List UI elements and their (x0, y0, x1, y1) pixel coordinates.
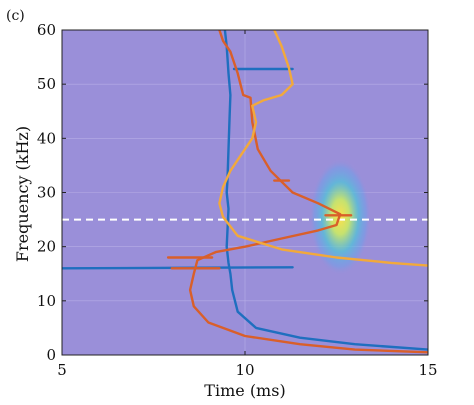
y-tick-label: 40 (37, 129, 56, 147)
panel-label: (c) (6, 8, 25, 24)
x-axis-label: Time (ms) (204, 381, 285, 400)
y-axis-label: Frequency (kHz) (13, 126, 32, 262)
x-tick-label: 10 (235, 361, 254, 379)
series-2-segment-0 (218, 30, 428, 267)
series-1-segment-0 (188, 30, 428, 354)
series-0-segment-0 (223, 30, 428, 351)
ticks: 5 10 15 0 10 20 30 40 50 60 (37, 21, 438, 379)
y-tick-label: 0 (46, 346, 56, 364)
y-tick-label: 30 (37, 184, 56, 202)
y-tick-label: 10 (37, 292, 56, 310)
y-tick-label: 20 (37, 238, 56, 256)
y-tick-label: 60 (37, 21, 56, 39)
y-tick-label: 50 (37, 75, 56, 93)
x-tick-label: 15 (418, 361, 437, 379)
x-tick-label: 5 (57, 361, 67, 379)
series-layer (62, 30, 428, 354)
